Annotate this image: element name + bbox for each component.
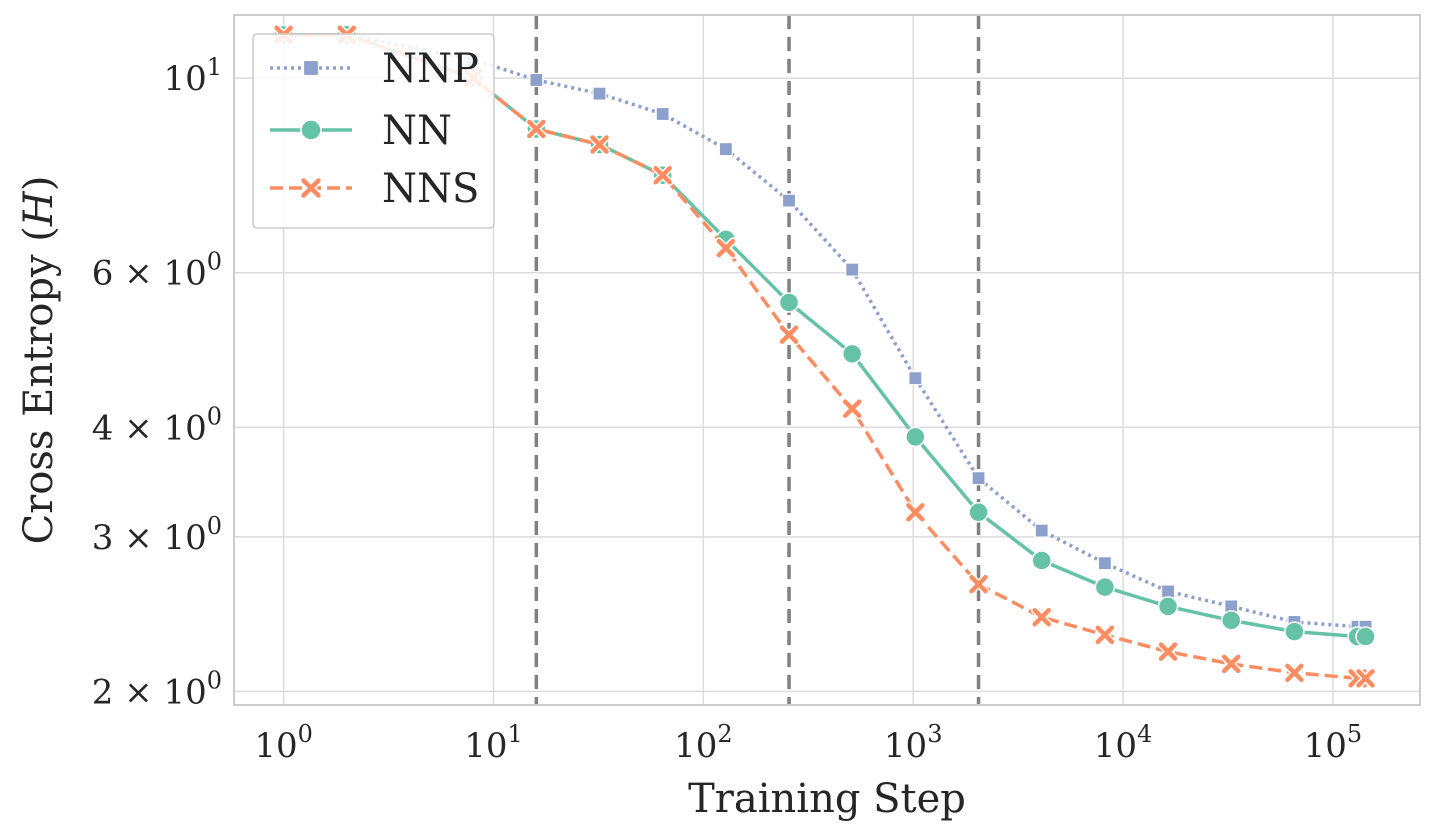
data-point-square [971,471,986,486]
data-point-square [1160,584,1176,599]
y-axis-ticks: 101 6 × 100 4 × 100 3 × 100 2 × 100 [92,53,222,712]
legend-label-nns: NNS [382,166,479,212]
reference-lines [534,15,981,705]
data-point-x [1095,625,1115,645]
data-point-square [781,193,797,208]
data-point-circle [1355,626,1376,647]
data-point-circle [1220,610,1242,631]
y-axis-title: Cross Entropy (H) [16,176,62,545]
data-point-x [1356,669,1375,688]
data-point-square [845,262,860,277]
plot-frame [233,14,1421,706]
data-point-x [1158,642,1178,661]
x-tick-label: 105 [1304,720,1363,766]
series-layer [272,24,1377,690]
legend-label-nn: NN [382,108,452,154]
data-point-x [842,399,862,418]
data-point-x [716,238,736,258]
series-line-nn [283,33,1366,639]
x-tick-label: 104 [1094,720,1153,766]
data-point-square [908,371,923,386]
data-point-circle [1031,550,1052,571]
data-point-circle [905,426,926,448]
legend-label-nnp: NNP [382,46,479,92]
x-tick-label: 102 [674,720,733,766]
data-point-square [718,141,733,157]
data-point-x [906,503,925,522]
y-tick-label: 6 × 100 [92,248,222,294]
data-point-x [527,119,546,139]
data-point-x [1221,654,1241,674]
data-point-circle [968,502,989,523]
data-point-x [653,165,672,185]
data-point-circle [778,292,800,313]
y-tick-label: 3 × 100 [92,512,222,558]
y-tick-label: 2 × 100 [92,666,222,712]
legend: NNP NN NNS [252,33,495,229]
data-point-circle [841,343,863,365]
data-point-square [592,86,607,101]
y-tick-label: 101 [163,53,222,99]
data-point-x [779,325,799,344]
x-axis-title: Training Step [688,776,966,822]
data-point-circle [1094,576,1116,598]
data-point-x [301,178,321,198]
data-point-x [590,135,609,154]
x-axis-ticks: 100 101 102 103 104 105 [254,720,1362,766]
data-point-circle [1284,621,1305,642]
data-point-square [529,72,544,88]
data-point-square [1097,556,1112,571]
series-line-nns [283,33,1366,681]
data-point-circle [1157,596,1179,617]
data-point-x [1032,607,1051,627]
x-tick-label: 100 [254,720,313,766]
data-point-x [1285,663,1304,683]
data-point-square [302,59,320,77]
series-line-nnp [283,33,1366,629]
data-point-x [969,574,988,594]
x-tick-label: 103 [884,720,943,766]
data-point-square [655,106,670,122]
data-point-circle [300,119,322,141]
legend-box [252,33,495,229]
data-point-square [1034,523,1049,538]
x-tick-label: 101 [464,720,523,766]
y-tick-label: 4 × 100 [92,402,222,448]
